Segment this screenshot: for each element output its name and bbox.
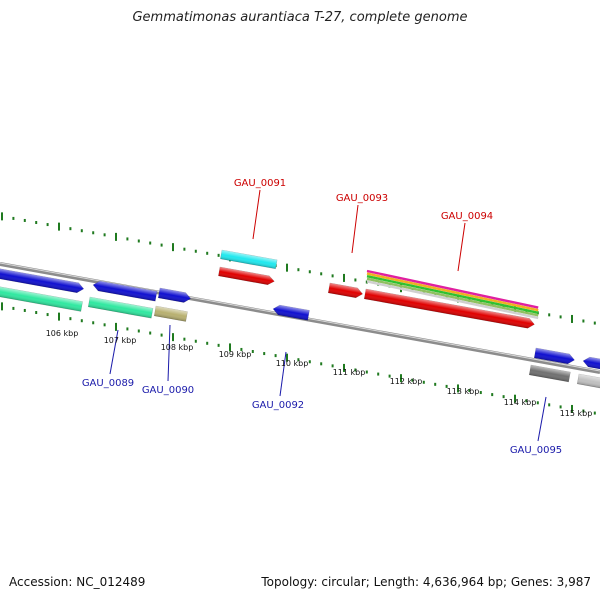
inner-tick-ring: [1, 302, 596, 415]
gene-arrow-blue-d-shade: [534, 348, 575, 364]
kbp-label-108: 108 kbp: [161, 343, 194, 352]
leader-gau-0095: [537, 396, 547, 442]
gene-label-gau-0094[interactable]: GAU_0094: [441, 211, 493, 222]
gene-arrow-blue-a: [0, 267, 85, 293]
gene-arrow-blue-a-shade: [0, 268, 84, 293]
gene-arrow-blue-c: [157, 287, 191, 303]
gene-arrow-red-0091-shade: [218, 267, 275, 285]
feature-stripe: [366, 280, 539, 320]
kbp-label-112: 112 kbp: [390, 377, 423, 386]
kbp-label-106: 106 kbp: [46, 329, 79, 338]
gene-arrow-red-0091: [218, 266, 275, 285]
gene-arrow-red-0094: [363, 288, 535, 329]
gene-box-seagreen-a: [0, 285, 83, 312]
gene-arrow-red-0093: [327, 282, 363, 299]
gene-arrow-red-0093-shade: [328, 283, 363, 298]
kbp-label-115: 115 kbp: [560, 409, 593, 418]
kbp-label-114: 114 kbp: [504, 398, 537, 407]
gene-label-gau-0095[interactable]: GAU_0095: [510, 445, 562, 456]
leader-gau-0092: [279, 351, 287, 397]
gene-label-gau-0089[interactable]: GAU_0089: [82, 378, 134, 389]
feature-stripe: [366, 277, 539, 317]
gene-box-gray-shade: [529, 365, 571, 382]
kbp-label-107: 107 kbp: [104, 336, 137, 345]
leader-gau-0094: [457, 222, 466, 272]
feature-stripe: [366, 272, 539, 312]
gene-label-gau-0093[interactable]: GAU_0093: [336, 193, 388, 204]
kbp-label-109: 109 kbp: [219, 350, 252, 359]
topology-text: Topology: circular; Length: 4,636,964 bp…: [261, 575, 591, 589]
gene-box-seagreen-b: [87, 296, 154, 319]
leader-gau-0093: [351, 204, 359, 254]
leader-gau-0089: [109, 329, 119, 375]
label-leader-lines: [109, 189, 547, 442]
gene-arrow-blue-e-shade: [583, 357, 600, 372]
gene-box-lightgray-shade: [577, 374, 600, 390]
gene-box-khaki: [153, 305, 188, 322]
accession-text: Accession: NC_012489: [9, 575, 146, 589]
kbp-label-113: 113 kbp: [447, 387, 480, 396]
gene-box-lightgray: [576, 373, 600, 390]
gene-features: [0, 249, 600, 390]
gene-arrow-cyan: [220, 249, 278, 270]
gene-label-gau-0090[interactable]: GAU_0090: [142, 385, 194, 396]
gene-arrow-cyan-shade: [220, 250, 278, 269]
leader-gau-0091: [252, 189, 261, 240]
kbp-label-111: 111 kbp: [333, 368, 366, 377]
gene-label-gau-0092[interactable]: GAU_0092: [252, 400, 304, 411]
gene-box-khaki-shade: [154, 306, 188, 322]
kbp-label-110: 110 kbp: [276, 359, 309, 368]
gene-arrow-blue-b-shade: [93, 281, 157, 302]
gene-box-seagreen-b-shade: [88, 297, 153, 319]
feature-stripe: [366, 269, 539, 309]
gene-arrow-blue-0092: [272, 304, 310, 321]
gene-arrow-blue-c-shade: [158, 288, 191, 303]
gene-box-gray: [528, 364, 571, 383]
gene-arrow-blue-d: [533, 347, 575, 365]
feature-stripe: [366, 275, 539, 314]
gene-box-seagreen-a-shade: [0, 286, 83, 312]
leader-gau-0090: [167, 324, 171, 382]
map-title: Gemmatimonas aurantiaca T-27, complete g…: [132, 10, 468, 25]
gene-arrow-blue-b: [92, 280, 158, 302]
gene-label-gau-0091[interactable]: GAU_0091: [234, 178, 286, 189]
gene-arrow-blue-0092-shade: [273, 305, 310, 321]
gene-arrow-red-0094-shade: [364, 289, 535, 329]
